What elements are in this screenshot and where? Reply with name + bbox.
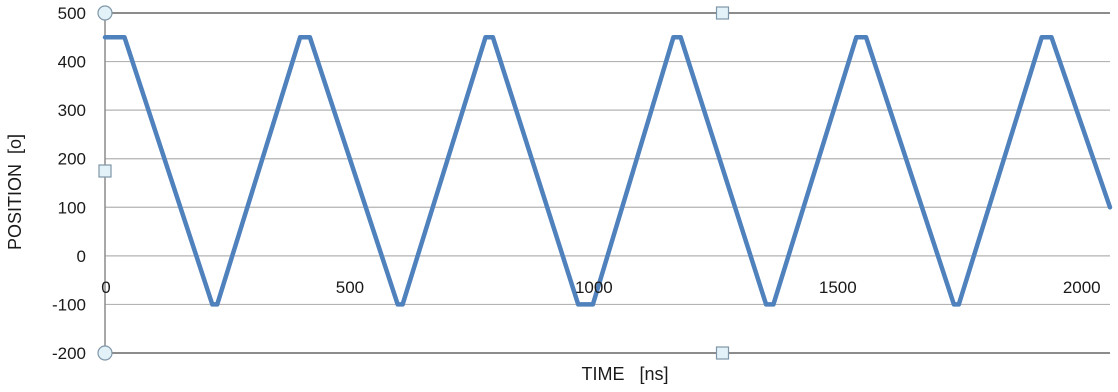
y-tick-label: 300	[58, 101, 86, 120]
y-tick-label: -100	[52, 295, 86, 314]
side-resize-handle[interactable]	[715, 6, 730, 20]
side-resize-handle[interactable]	[98, 164, 112, 178]
series-line-0	[102, 35, 1113, 307]
x-tick-label: 1500	[819, 278, 857, 297]
y-tick-label: 200	[58, 150, 86, 169]
data-series	[102, 35, 1113, 307]
selection-handles[interactable]	[97, 5, 730, 361]
y-tick-label: 400	[58, 53, 86, 72]
corner-resize-handle[interactable]	[97, 345, 113, 361]
gridlines	[105, 12, 1110, 354]
x-axis-title: TIME [ns]	[581, 364, 668, 384]
x-tick-label: 500	[336, 278, 364, 297]
x-tick-label: 1000	[575, 278, 613, 297]
y-tick-label: 0	[77, 247, 86, 266]
y-axis-tick-labels: -200 -100 0 100 200 300 400 500	[52, 4, 86, 363]
x-axis-tick-labels: 0 500 1000 1500 2000	[101, 278, 1100, 297]
y-tick-label: 500	[58, 4, 86, 23]
corner-resize-handle[interactable]	[97, 5, 113, 21]
y-tick-label: 100	[58, 198, 86, 217]
x-tick-label: 2000	[1063, 278, 1101, 297]
side-resize-handle[interactable]	[715, 346, 730, 360]
y-axis-title: POSITION [o]	[5, 134, 25, 250]
y-tick-label: -200	[52, 344, 86, 363]
x-tick-label: 0	[101, 278, 110, 297]
